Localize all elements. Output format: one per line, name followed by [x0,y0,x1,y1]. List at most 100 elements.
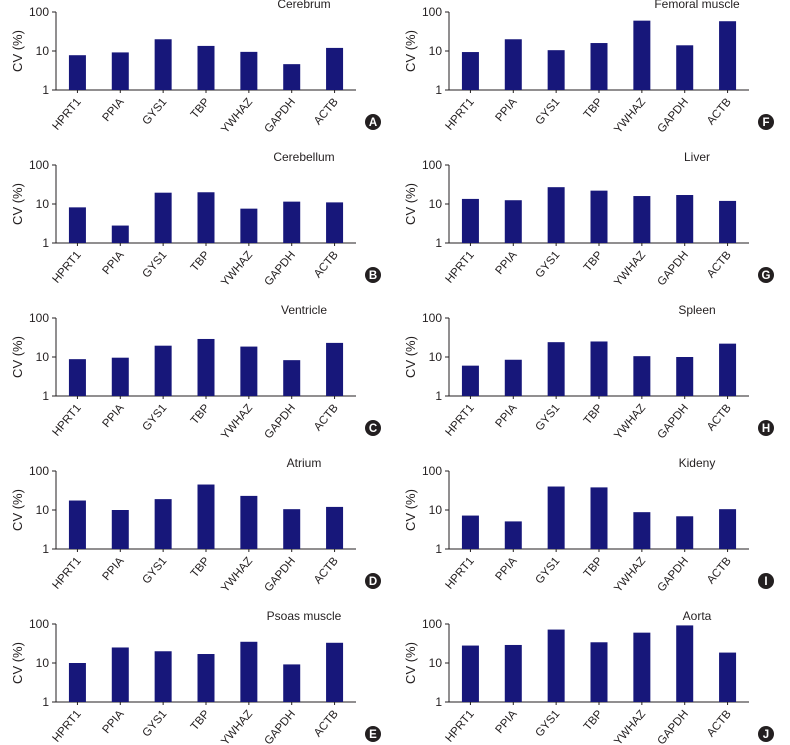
panel-title: Aorta [683,609,712,623]
x-tick-label: GYS1 [141,555,170,586]
x-tick-label: GYS1 [141,249,170,280]
x-tick-label: TBP [582,249,606,274]
x-tick-label: TBP [189,402,213,427]
panel-title: Femoral muscle [654,0,740,11]
x-tick-label: YWHAZ [219,402,255,442]
panel-title: Ventricle [281,303,327,317]
x-tick-label: PPIA [494,402,520,430]
x-tick-label: GYS1 [141,402,170,433]
bar-tbp [197,45,215,90]
y-axis-label: CV (%) [10,30,25,72]
bar-tbp [197,192,215,243]
x-tick-label: ACTB [705,96,734,127]
x-tick-label: GYS1 [141,708,170,739]
bar-ywhaz [633,356,651,396]
y-tick-label: 1 [435,695,442,709]
chart-panel-f: Femoral muscle CV (%) 1 10 100 HPRT1 PPIA GYS1 T… [403,0,774,136]
chart-panel-i: Kideny CV (%) 1 10 100 HPRT1 PPIA GYS1 TBP YWHAZ G… [403,456,774,595]
bar-actb [719,200,737,243]
y-tick-label: 1 [42,236,49,250]
bar-hprt1 [461,645,479,702]
panel-badge [758,726,774,742]
bar-gys1 [154,651,172,702]
x-tick-label: GAPDH [263,555,298,594]
chart-panel-a: Cerebrum CV (%) 1 10 100 HPRT1 PPIA GYS1 TBP YWHA… [10,0,381,136]
bar-gapdh [283,664,301,702]
bar-hprt1 [461,515,479,549]
y-axis-label: CV (%) [403,642,418,684]
y-tick-label: 10 [36,656,50,670]
x-tick-label: YWHAZ [612,402,648,442]
y-tick-label: 10 [36,350,50,364]
x-tick-label: PPIA [494,96,520,124]
panel-badge [758,420,774,436]
bar-ywhaz [633,632,651,702]
bar-actb [719,21,737,90]
bar-gys1 [154,499,172,549]
x-tick-label: ACTB [312,96,341,127]
x-tick-label: PPIA [101,708,127,736]
y-tick-label: 1 [435,83,442,97]
x-tick-label: YWHAZ [219,708,255,745]
panel-title: Cerebrum [277,0,330,11]
x-tick-label: TBP [582,96,606,121]
bar-hprt1 [461,198,479,243]
bar-ppia [504,644,522,702]
panel-title: Liver [684,150,710,164]
x-tick-label: GAPDH [656,555,691,594]
bar-gys1 [154,345,172,396]
bar-tbp [590,341,608,396]
chart-panel-h: Spleen CV (%) 1 10 100 HPRT1 PPIA GYS1 TBP YWHAZ G… [403,303,774,442]
x-tick-label: HPRT1 [443,402,476,438]
x-tick-label: PPIA [101,249,127,277]
x-tick-label: HPRT1 [50,555,83,591]
bar-ppia [111,52,129,90]
x-tick-label: GAPDH [656,708,691,745]
bar-ppia [111,510,129,549]
bar-ppia [504,359,522,396]
bar-hprt1 [68,55,86,90]
panel-badge [365,267,381,283]
x-tick-label: ACTB [312,708,341,739]
y-tick-label: 10 [429,197,443,211]
y-tick-label: 1 [42,389,49,403]
x-tick-label: GYS1 [141,96,170,127]
bar-tbp [197,654,215,702]
x-tick-label: HPRT1 [443,96,476,132]
bar-hprt1 [68,663,86,702]
bar-actb [719,652,737,702]
bar-tbp [197,338,215,396]
x-tick-label: ACTB [705,708,734,739]
bar-gys1 [547,187,565,243]
panel-badge [365,114,381,130]
bar-ywhaz [633,512,651,549]
panel-letter: G [762,270,771,282]
bar-gapdh [283,360,301,396]
bar-tbp [197,484,215,549]
y-axis-label: CV (%) [403,183,418,225]
x-tick-label: HPRT1 [443,249,476,285]
bar-gapdh [676,357,694,396]
y-tick-label: 10 [429,44,443,58]
x-tick-label: GAPDH [263,96,298,135]
y-axis-label: CV (%) [403,30,418,72]
x-tick-label: GYS1 [534,402,563,433]
y-tick-label: 100 [29,5,49,19]
x-tick-label: GAPDH [263,402,298,441]
y-tick-label: 100 [422,617,442,631]
bar-gapdh [676,516,694,549]
x-tick-label: GAPDH [656,402,691,441]
panel-badge [758,573,774,589]
x-tick-label: HPRT1 [50,96,83,132]
bar-hprt1 [68,500,86,549]
panel-letter: F [762,117,769,129]
panel-badge [365,726,381,742]
x-tick-label: ACTB [312,402,341,433]
bar-ppia [504,39,522,90]
bar-actb [326,47,344,90]
x-tick-label: GAPDH [656,249,691,288]
x-tick-label: HPRT1 [443,708,476,744]
bar-ywhaz [240,51,258,90]
panel-badge [365,573,381,589]
